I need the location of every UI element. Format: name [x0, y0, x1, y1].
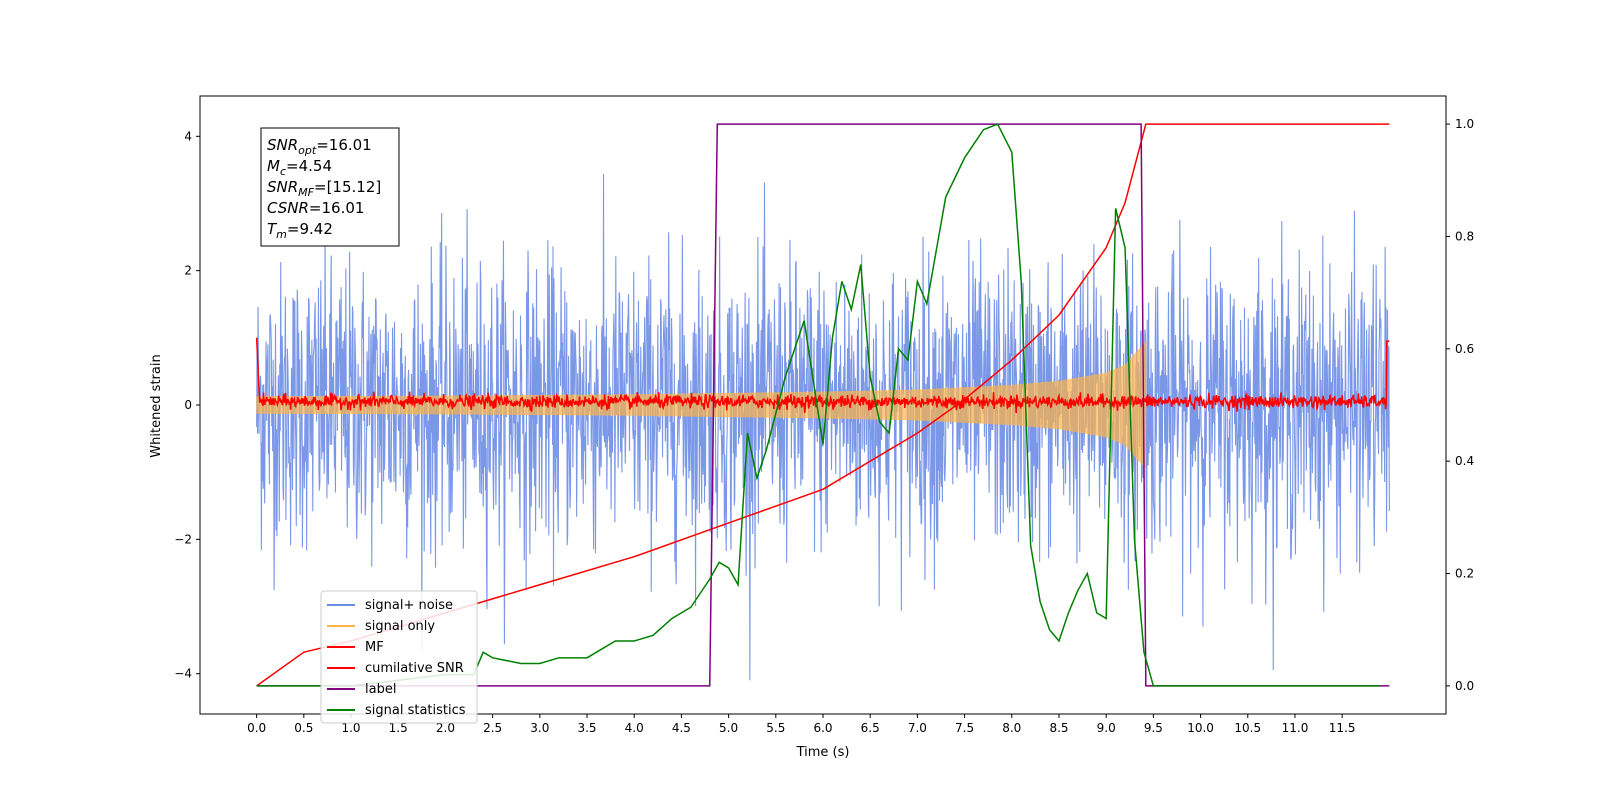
legend-frame	[320, 590, 478, 724]
series-signal-only-line	[256, 341, 1147, 469]
series-mf-line	[255, 337, 1390, 414]
x-tick-label: 7.5	[955, 721, 974, 735]
y-axis-label: Whitened strain	[149, 354, 164, 457]
x-tick-label: 1.0	[341, 721, 360, 735]
annotation-line: Mc=4.54	[267, 157, 332, 178]
x-tick-label: 11.0	[1282, 721, 1309, 735]
legend-entry: cumilative SNR	[365, 661, 464, 676]
x-tick-label: 3.0	[530, 721, 549, 735]
x-axis-label: Time (s)	[796, 745, 850, 760]
y-axis-right: 0.0 0.2 0.4 0.6 0.8 1.0	[1446, 117, 1474, 693]
x-axis: 0.0 0.5 1.0 1.5 2.0 2.5 3.0 3.5 4.0 4.5 5.0 5.5 6.0 6…	[247, 714, 1356, 735]
y2-tick-label: 0.2	[1455, 567, 1474, 581]
x-tick-label: 7.0	[908, 721, 927, 735]
x-tick-label: 4.0	[625, 721, 644, 735]
annotation-frame	[260, 127, 400, 247]
x-tick-label: 8.5	[1049, 721, 1068, 735]
y2-tick-label: 1.0	[1455, 117, 1474, 131]
x-tick-label: 10.5	[1234, 721, 1261, 735]
x-tick-label: 9.0	[1097, 721, 1116, 735]
x-tick-label: 2.5	[483, 721, 502, 735]
annotation-box: SNRopt=16.01Mc=4.54SNRMF=[15.12]CSNR=16.…	[260, 127, 400, 247]
y2-tick-label: 0.8	[1455, 229, 1474, 243]
x-tick-label: 2.0	[436, 721, 455, 735]
x-tick-label: 4.5	[672, 721, 691, 735]
x-tick-label: 6.5	[861, 721, 880, 735]
x-tick-label: 3.5	[577, 721, 596, 735]
y-tick-label: 2	[184, 264, 192, 278]
annotation-line: Tm=9.42	[267, 220, 333, 241]
legend-entry: signal only	[365, 619, 435, 634]
y-axis-left: −4 −2 0 2 4	[174, 129, 200, 681]
x-tick-label: 9.5	[1144, 721, 1163, 735]
x-tick-label: 5.0	[719, 721, 738, 735]
y-tick-label: 4	[184, 129, 192, 143]
x-tick-label: 5.5	[766, 721, 785, 735]
annotation-line: SNRopt=16.01	[267, 136, 372, 157]
legend-entry: label	[365, 682, 396, 697]
y2-tick-label: 0.6	[1455, 342, 1474, 356]
legend-entry: signal statistics	[365, 703, 466, 718]
y-tick-label: −2	[174, 532, 192, 546]
x-tick-label: 11.5	[1329, 721, 1356, 735]
x-tick-label: 8.0	[1002, 721, 1021, 735]
y2-tick-label: 0.4	[1455, 454, 1474, 468]
x-tick-label: 6.0	[813, 721, 832, 735]
y2-tick-label: 0.0	[1455, 679, 1474, 693]
x-tick-label: 1.5	[389, 721, 408, 735]
legend-entry: MF	[365, 640, 384, 655]
legend-entry: signal+ noise	[365, 598, 453, 613]
annotation-line: CSNR=16.01	[267, 199, 364, 217]
x-tick-label: 10.0	[1187, 721, 1214, 735]
x-tick-label: 0.5	[294, 721, 313, 735]
y-tick-label: 0	[184, 398, 192, 412]
legend: signal+ noise signal only MF cumilative SNR…	[320, 590, 478, 724]
series-signal-statistics-line	[256, 123, 1380, 687]
y-tick-label: −4	[174, 667, 192, 681]
x-tick-label: 0.0	[247, 721, 266, 735]
annotation-line: SNRMF=[15.12]	[267, 178, 381, 199]
